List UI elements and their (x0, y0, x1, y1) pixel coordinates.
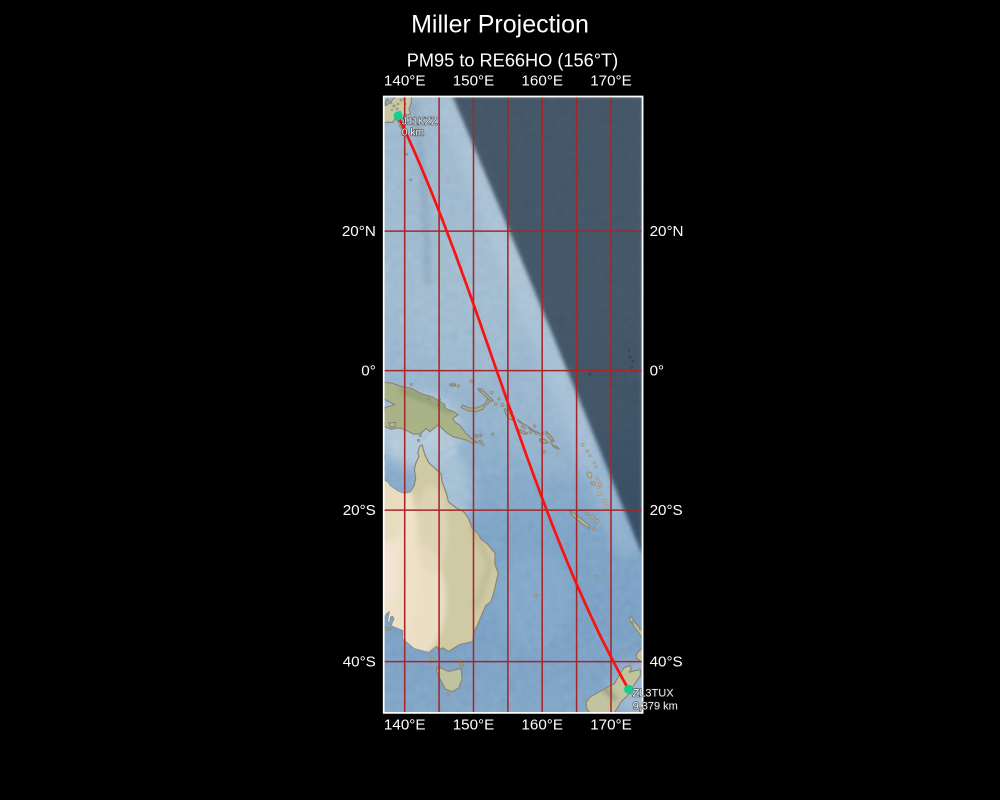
svg-text:140°E: 140°E (384, 73, 426, 90)
svg-text:0°: 0° (361, 363, 376, 380)
svg-text:0°: 0° (650, 363, 665, 380)
svg-text:40°S: 40°S (650, 654, 683, 671)
svg-text:150°E: 150°E (453, 716, 495, 733)
svg-text:20°S: 20°S (343, 502, 376, 519)
svg-text:170°E: 170°E (590, 716, 632, 733)
svg-text:20°N: 20°N (342, 223, 376, 240)
svg-text:170°E: 170°E (590, 73, 632, 90)
svg-text:160°E: 160°E (521, 73, 563, 90)
svg-text:40°S: 40°S (343, 654, 376, 671)
svg-text:Miller Projection: Miller Projection (411, 11, 589, 39)
svg-text:150°E: 150°E (453, 73, 495, 90)
svg-text:0 km: 0 km (402, 128, 424, 139)
svg-text:20°S: 20°S (650, 502, 683, 519)
svg-text:JJ1KZZ: JJ1KZZ (402, 116, 437, 127)
svg-text:PM95 to RE66HO (156°T): PM95 to RE66HO (156°T) (407, 51, 618, 71)
svg-text:9,379 km: 9,379 km (633, 701, 678, 713)
svg-text:140°E: 140°E (384, 716, 426, 733)
svg-text:20°N: 20°N (650, 223, 684, 240)
svg-text:160°E: 160°E (521, 716, 563, 733)
svg-text:ZL3TUX: ZL3TUX (633, 687, 675, 699)
